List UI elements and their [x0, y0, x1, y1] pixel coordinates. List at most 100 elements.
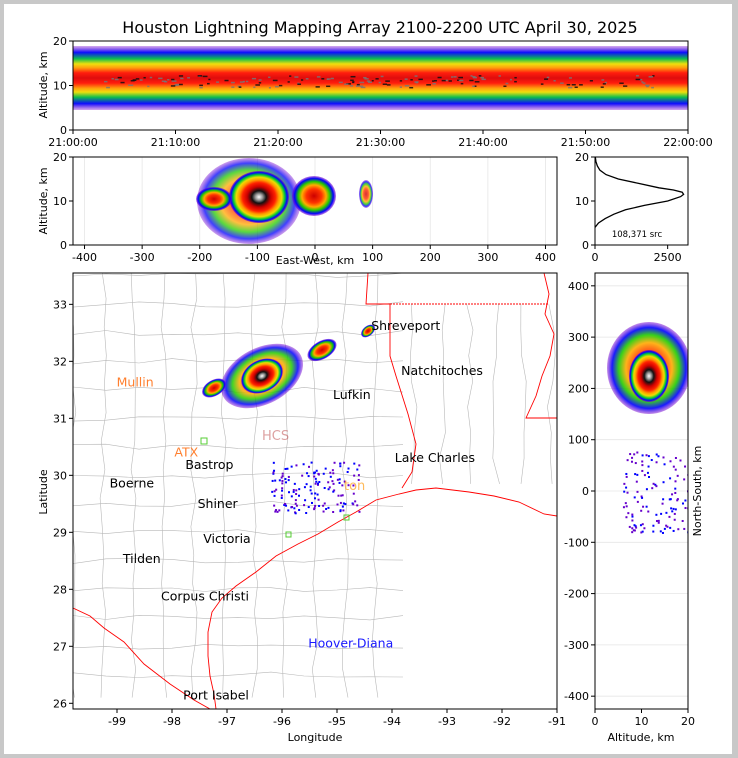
- east-west-panel: -400 -300 -200 -100 0 100 200 300 400 0 10 20 East…: [37, 151, 558, 267]
- lightning-source: [344, 503, 347, 506]
- time-height-core-speck: [114, 78, 119, 81]
- time-height-core-speck: [503, 85, 507, 88]
- plan-view-x-tick-label: -98: [163, 715, 181, 728]
- lightning-source: [669, 477, 672, 480]
- lightning-source: [329, 475, 332, 478]
- lightning-source: [284, 478, 287, 481]
- lightning-source: [325, 507, 328, 510]
- north-south-panel: 0 10 20 -400 -300 -200 -100 0 100 200 300 400 Alti…: [564, 272, 704, 744]
- city-label: Lake Charles: [395, 450, 475, 465]
- lightning-source: [633, 453, 636, 456]
- lightning-source: [292, 488, 295, 491]
- lightning-source: [280, 476, 283, 479]
- lightning-source: [634, 525, 637, 528]
- time-height-core-speck: [366, 80, 370, 82]
- county-line: [341, 273, 349, 698]
- lightning-source: [285, 481, 288, 484]
- lightning-source: [313, 472, 316, 475]
- histogram-y-tick-label: 20: [575, 151, 589, 164]
- lightning-source: [327, 488, 330, 491]
- lightning-source: [625, 516, 628, 519]
- lightning-source: [673, 512, 676, 515]
- time-height-core-speck: [350, 75, 356, 78]
- lightning-source: [337, 494, 340, 497]
- time-height-core-speck: [509, 78, 513, 81]
- lightning-source: [302, 463, 305, 466]
- lightning-source: [640, 495, 643, 498]
- lightning-source: [681, 519, 684, 522]
- lightning-source: [636, 490, 639, 493]
- time-height-core-speck: [363, 76, 367, 79]
- time-height-x-tick-label: 21:10:00: [151, 136, 200, 149]
- time-height-core-speck: [604, 81, 607, 84]
- time-height-core-speck: [648, 76, 654, 78]
- plan-view-y-tick-label: 28: [53, 583, 67, 596]
- lightning-source: [625, 475, 628, 478]
- time-height-core-speck: [268, 87, 271, 89]
- east-west-x-tick-label: 0: [312, 251, 319, 264]
- time-height-core-speck: [589, 80, 593, 82]
- time-height-core-speck: [450, 76, 454, 78]
- time-height-core-speck: [174, 84, 179, 87]
- lightning-source: [281, 487, 284, 490]
- time-height-core-speck: [238, 86, 242, 88]
- east-west-x-tick-label: -200: [187, 251, 212, 264]
- lightning-source: [645, 505, 648, 508]
- county-line: [73, 472, 404, 479]
- time-height-core-speck: [359, 81, 365, 84]
- lightning-source: [640, 531, 643, 534]
- time-height-core-speck: [344, 83, 349, 85]
- time-height-core-speck: [514, 80, 517, 83]
- county-line: [73, 443, 404, 450]
- plan-view-ylabel: Latitude: [37, 469, 50, 515]
- city-label: Tilden: [122, 551, 161, 566]
- time-height-core-speck: [460, 82, 464, 85]
- county-line: [371, 273, 379, 698]
- time-height-core-speck: [474, 81, 480, 83]
- time-height-core-speck: [128, 84, 134, 86]
- rio-grande-border: [73, 607, 211, 709]
- lightning-source: [338, 478, 341, 481]
- lightning-source: [673, 518, 676, 521]
- lightning-source: [668, 515, 671, 518]
- lightning-source: [660, 512, 663, 515]
- time-height-core-speck: [326, 85, 331, 88]
- east-west-x-tick-label: -400: [72, 251, 97, 264]
- time-height-core-speck: [175, 83, 180, 86]
- lightning-source: [342, 509, 345, 512]
- county-line: [73, 273, 404, 278]
- parish-line: [547, 304, 556, 484]
- lightning-source: [284, 502, 287, 505]
- lightning-source: [666, 525, 669, 528]
- east-west-cell-west: [196, 187, 232, 211]
- lightning-source: [332, 472, 335, 475]
- lightning-source: [630, 460, 633, 463]
- time-height-core-speck: [170, 85, 176, 87]
- lightning-source: [636, 500, 639, 503]
- lightning-source: [276, 510, 279, 513]
- lightning-source: [668, 498, 671, 501]
- lightning-source: [294, 512, 297, 515]
- time-height-core-speck: [199, 84, 203, 87]
- time-height-x-tick-label: 21:20:00: [253, 136, 302, 149]
- lightning-source: [631, 515, 634, 518]
- lightning-source: [353, 474, 356, 477]
- lightning-source: [648, 475, 651, 478]
- time-height-core-speck: [178, 75, 184, 77]
- lightning-source: [684, 499, 687, 502]
- lightning-source: [281, 475, 284, 478]
- lightning-source: [628, 525, 631, 528]
- lightning-source: [342, 502, 345, 505]
- plan-view-x-tick-label: -96: [273, 715, 291, 728]
- lightning-source: [669, 526, 672, 529]
- lightning-source: [655, 513, 658, 516]
- lightning-source: [671, 493, 674, 496]
- gulf-coastline: [207, 487, 557, 709]
- time-height-core-speck: [297, 82, 300, 85]
- time-height-core-speck: [349, 85, 354, 87]
- lightning-source: [309, 489, 312, 492]
- lightning-source: [336, 503, 339, 506]
- time-height-core-speck: [574, 86, 578, 88]
- lightning-source: [663, 463, 666, 466]
- parish-line: [410, 304, 418, 484]
